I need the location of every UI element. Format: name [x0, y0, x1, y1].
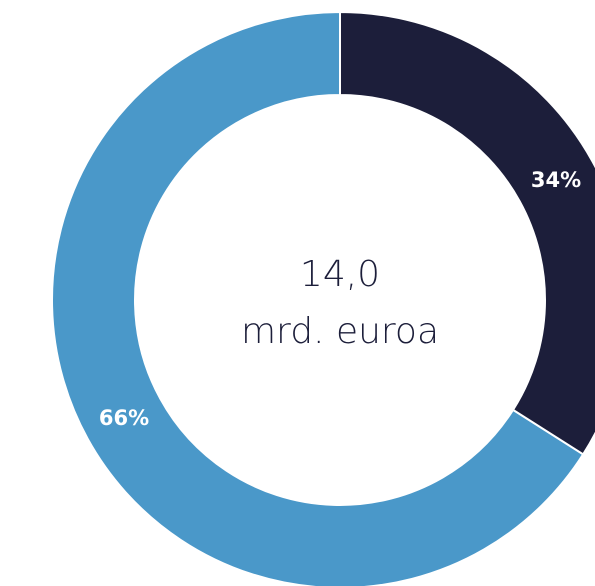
- value-label: 66%: [99, 406, 149, 430]
- donut-slice: [339, 10, 595, 456]
- donut-slice: [51, 10, 585, 586]
- value-label: 34%: [531, 168, 581, 192]
- center-unit: mrd. euroa: [241, 311, 439, 352]
- center-value: 14,0: [300, 254, 380, 295]
